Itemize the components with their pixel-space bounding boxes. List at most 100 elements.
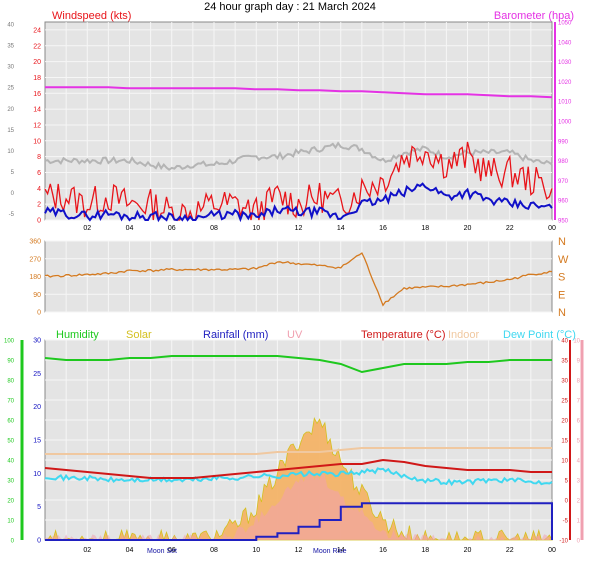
barometer-tick: 970	[558, 179, 569, 185]
wind-outer-tick: 10	[7, 149, 14, 155]
moon-set-annotation: Moon Set	[147, 548, 177, 555]
uv-tick: 8	[577, 379, 581, 385]
direction-right-tick: S	[558, 272, 565, 284]
dewpoint-line	[44, 467, 553, 487]
wind-left-tick: 18	[33, 75, 41, 82]
uv-tick: 1	[577, 519, 581, 525]
uv-tick: 2	[577, 499, 581, 505]
wind-outer-tick: 30	[7, 65, 14, 71]
legend-rainfall: Rainfall (mm)	[203, 329, 268, 341]
barometer-tick: 1050	[558, 21, 572, 27]
direction-right-tick: W	[558, 254, 569, 266]
env-x-tick: 12	[295, 547, 303, 554]
temperature-tick: 35	[561, 359, 568, 365]
wind-x-tick: 18	[421, 225, 429, 232]
uv-tick: 0	[577, 539, 581, 545]
wind-x-tick: 22	[506, 225, 514, 232]
wind-outer-tick: 40	[7, 23, 14, 29]
wind-left-tick: 0	[37, 218, 41, 225]
wind-x-tick: 20	[464, 225, 472, 232]
wind-outer-tick: 25	[7, 86, 14, 92]
legend-solar: Solar	[126, 329, 152, 341]
wind-left-tick: 4	[37, 186, 41, 193]
temperature-tick: 5	[565, 479, 569, 485]
direction-left-tick: 270	[29, 256, 41, 263]
barometer-tick: 1030	[558, 60, 572, 66]
uv-tick: 6	[577, 419, 581, 425]
humidity-tick: 10	[7, 519, 14, 525]
env-x-tick: 14	[337, 547, 345, 554]
solar-tick: 10	[33, 471, 41, 478]
barometer-tick: 1040	[558, 40, 572, 46]
gray-series-line	[44, 141, 553, 171]
temperature-tick: -5	[563, 519, 569, 525]
legend-uv: UV	[287, 329, 303, 341]
temperature-tick: 15	[561, 439, 568, 445]
uv-tick: 10	[573, 339, 580, 345]
direction-right-tick: N	[558, 236, 566, 248]
barometer-tick: 960	[558, 199, 569, 205]
uv-area	[45, 471, 552, 540]
direction-left-tick: 0	[37, 310, 41, 317]
wind-left-tick: 22	[33, 43, 41, 50]
solar-tick: 30	[33, 338, 41, 345]
humidity-tick: 90	[7, 359, 14, 365]
legend-dewpoint: Dew Point (°C)	[503, 329, 576, 341]
uv-tick: 4	[577, 459, 581, 465]
barometer-tick: 1020	[558, 80, 572, 86]
moon-rise-annotation: Moon Rise	[313, 548, 347, 555]
barometer-tick: 1000	[558, 120, 572, 126]
indoor-temp-line	[45, 447, 552, 455]
wind-outer-tick: -5	[9, 212, 15, 218]
solar-tick: 0	[37, 538, 41, 545]
temperature-tick: -10	[559, 539, 568, 545]
legend-temperature: Temperature (°C)	[361, 329, 445, 341]
barometer-tick: 980	[558, 159, 569, 165]
env-x-tick: 22	[506, 547, 514, 554]
solar-tick: 15	[33, 438, 41, 445]
direction-left-tick: 90	[33, 292, 41, 299]
wind-direction-line	[44, 252, 553, 307]
wind-left-tick: 16	[33, 91, 41, 98]
average-wind-line	[44, 182, 553, 223]
legend-humidity: Humidity	[56, 329, 99, 341]
wind-left-tick: 12	[33, 122, 41, 129]
temperature-tick: 30	[561, 379, 568, 385]
uv-tick: 7	[577, 399, 581, 405]
wind-x-tick: 06	[168, 225, 176, 232]
direction-right-tick: N	[558, 307, 566, 319]
wind-left-tick: 10	[33, 138, 41, 145]
solar-tick: 5	[37, 504, 41, 511]
wind-x-tick: 12	[295, 225, 303, 232]
solar-tick: 20	[33, 404, 41, 411]
humidity-tick: 40	[7, 459, 14, 465]
humidity-line	[44, 355, 552, 374]
wind-x-tick: 04	[126, 225, 134, 232]
humidity-tick: 80	[7, 379, 14, 385]
env-x-tick: 18	[421, 547, 429, 554]
env-x-tick: 06	[168, 547, 176, 554]
env-x-tick: 10	[252, 547, 260, 554]
legend-indoor: Indoor	[448, 329, 480, 341]
env-x-tick: 02	[83, 547, 91, 554]
wind-x-tick: 02	[83, 225, 91, 232]
wind-x-tick: 10	[252, 225, 260, 232]
rainfall-line	[45, 502, 553, 541]
wind-left-tick: 24	[33, 27, 41, 34]
wind-left-label: Windspeed (kts)	[52, 10, 131, 22]
wind-left-tick: 8	[37, 154, 41, 161]
temperature-tick: 40	[561, 339, 568, 345]
humidity-tick: 100	[4, 339, 15, 345]
wind-x-tick: 14	[337, 225, 345, 232]
temperature-tick: 0	[565, 499, 569, 505]
env-x-tick: 08	[210, 547, 218, 554]
wind-x-tick: 08	[210, 225, 218, 232]
direction-left-tick: 360	[29, 239, 41, 246]
wind-outer-tick: 35	[7, 44, 14, 50]
humidity-tick: 20	[7, 499, 14, 505]
barometer-tick: 1010	[558, 100, 572, 106]
temperature-tick: 25	[561, 399, 568, 405]
humidity-tick: 60	[7, 419, 14, 425]
